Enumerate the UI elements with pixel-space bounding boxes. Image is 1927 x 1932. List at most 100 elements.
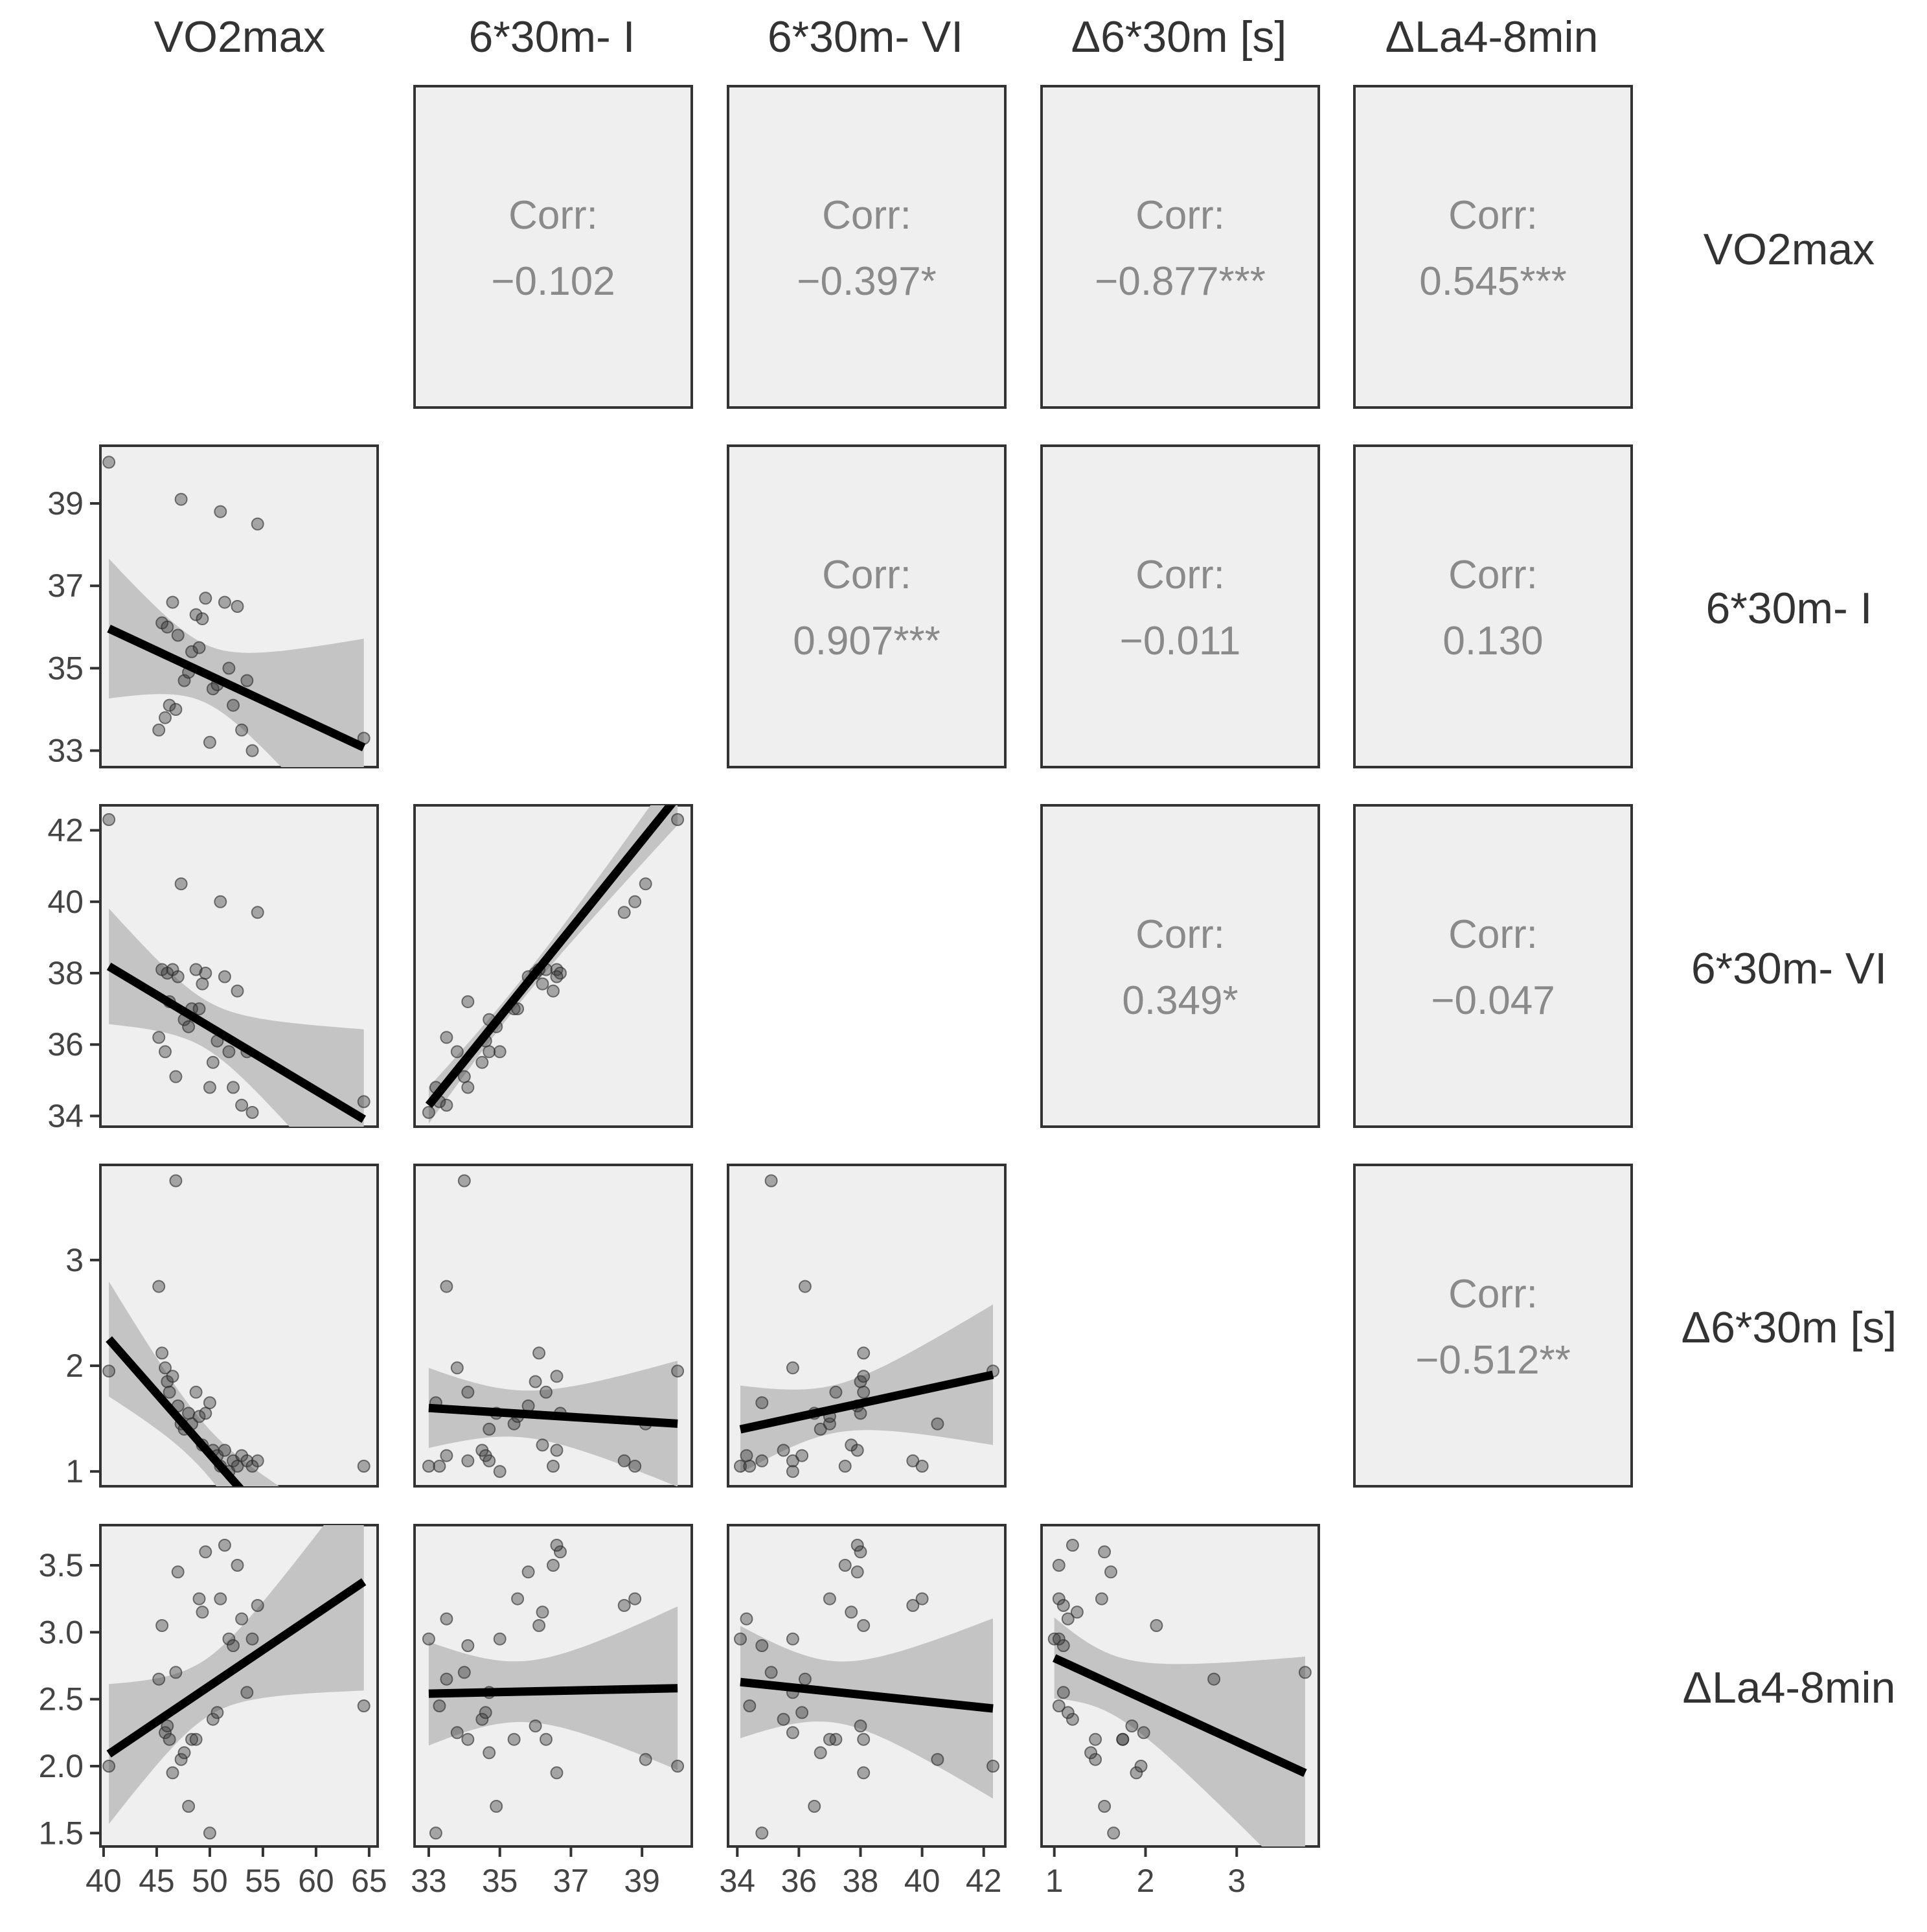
x-axis-col-4: 1 2 3: [1045, 1846, 1246, 1899]
data-point: [483, 1422, 496, 1436]
panel-r1-c2: Corr: −0.102: [413, 85, 693, 409]
x-tick-label: 3: [1227, 1863, 1246, 1899]
data-point: [671, 1760, 685, 1773]
data-point: [159, 711, 172, 724]
data-point: [755, 1396, 769, 1410]
data-point: [433, 1460, 446, 1473]
x-tick-label: 36: [781, 1863, 817, 1899]
data-point: [357, 1095, 371, 1109]
data-point: [222, 1632, 236, 1646]
corr-label: Corr:: [1448, 1272, 1538, 1317]
data-point: [1104, 1565, 1117, 1579]
data-point: [554, 967, 567, 980]
regression-line: [425, 805, 676, 1109]
data-point: [1130, 1766, 1143, 1780]
data-point: [214, 505, 227, 518]
data-point: [461, 1732, 475, 1746]
panel-frame: [1040, 85, 1320, 409]
panel-frame: [727, 85, 1007, 409]
corr-value: −0.011: [1120, 619, 1241, 663]
data-point: [245, 1632, 259, 1646]
data-point: [440, 1449, 453, 1462]
data-point: [422, 1106, 435, 1119]
data-point: [850, 1539, 864, 1552]
data-point: [743, 1699, 757, 1712]
data-point: [743, 1460, 757, 1473]
data-point: [529, 1719, 542, 1732]
row-header-1: VO2max: [1704, 225, 1875, 274]
data-point: [540, 1732, 553, 1746]
data-point: [639, 877, 652, 891]
data-point: [540, 1385, 553, 1399]
y-tick-label: 37: [47, 568, 84, 604]
data-point: [838, 1559, 852, 1572]
data-point: [235, 1098, 249, 1112]
data-point: [440, 1612, 453, 1626]
y-tick-label: 36: [47, 1026, 84, 1063]
data-point: [1116, 1732, 1130, 1746]
data-point: [854, 1545, 867, 1559]
data-point: [199, 1545, 212, 1559]
data-point: [169, 703, 183, 716]
row-header-3: 6*30m- VI: [1691, 944, 1887, 993]
data-point: [171, 1565, 185, 1579]
data-point: [1137, 1726, 1150, 1740]
data-point: [214, 895, 227, 908]
data-point: [915, 1592, 929, 1605]
confidence-band: [109, 908, 364, 1127]
data-point: [857, 1619, 871, 1632]
data-point: [845, 1605, 858, 1619]
panel-r1-c5: Corr: 0.545***: [1353, 85, 1633, 409]
x-tick-label: 65: [351, 1863, 387, 1899]
data-point: [440, 1672, 453, 1686]
column-headers: VO2max 6*30m- I 6*30m- VI Δ6*30m [s] ΔLa…: [154, 12, 1599, 62]
data-point: [1098, 1545, 1112, 1559]
data-point: [829, 1385, 843, 1399]
data-point: [550, 1370, 564, 1383]
data-point: [931, 1417, 944, 1431]
data-point: [457, 1174, 471, 1188]
regression-line: [428, 1403, 678, 1428]
x-axis-col-2: 33 35 37 39: [411, 1846, 660, 1899]
data-point: [189, 1732, 203, 1746]
corr-label: Corr:: [1448, 553, 1538, 597]
confidence-band: [740, 1618, 993, 1799]
y-axis-row-4: 1 2 3: [65, 1242, 100, 1489]
panel-r4-c2: [413, 1164, 693, 1488]
confidence-band: [428, 1361, 678, 1486]
data-point: [1107, 1826, 1121, 1840]
data-point: [171, 628, 185, 642]
panel-r3-c4: Corr: 0.349*: [1040, 804, 1320, 1128]
data-point: [182, 1407, 196, 1420]
x-tick-label: 35: [482, 1863, 518, 1899]
data-point: [755, 1639, 769, 1652]
corr-value: 0.349*: [1122, 978, 1238, 1023]
data-point: [189, 963, 203, 976]
corr-value: 0.545***: [1419, 259, 1567, 304]
data-point: [192, 1410, 206, 1423]
data-point: [823, 1732, 836, 1746]
data-point: [1098, 1800, 1112, 1813]
data-point: [182, 1020, 196, 1033]
x-axis-col-3: 34 36 38 40 42: [719, 1846, 1002, 1899]
axis-layer: 33 35 37 39 34 36 38 40 42 1 2 3 1.5 2.0 2.5 3.0 3.5 40 45…: [38, 485, 1246, 1899]
data-point: [493, 1045, 507, 1059]
data-point: [461, 995, 475, 1009]
panel-r1-c3: Corr: −0.397*: [727, 85, 1007, 409]
data-point: [764, 1174, 778, 1188]
data-point: [617, 906, 631, 919]
data-point: [786, 1454, 799, 1467]
data-point: [203, 1826, 216, 1840]
data-point: [461, 1639, 475, 1652]
data-point: [734, 1632, 747, 1646]
data-point: [166, 1370, 179, 1383]
data-point: [231, 600, 244, 613]
y-tick-label: 3: [65, 1242, 84, 1278]
data-point: [550, 1539, 564, 1552]
panel-frame: [727, 444, 1007, 768]
data-point: [171, 970, 185, 983]
data-point: [1052, 1559, 1066, 1572]
data-point: [163, 698, 176, 712]
data-point: [490, 1800, 503, 1813]
data-point: [511, 1592, 525, 1605]
